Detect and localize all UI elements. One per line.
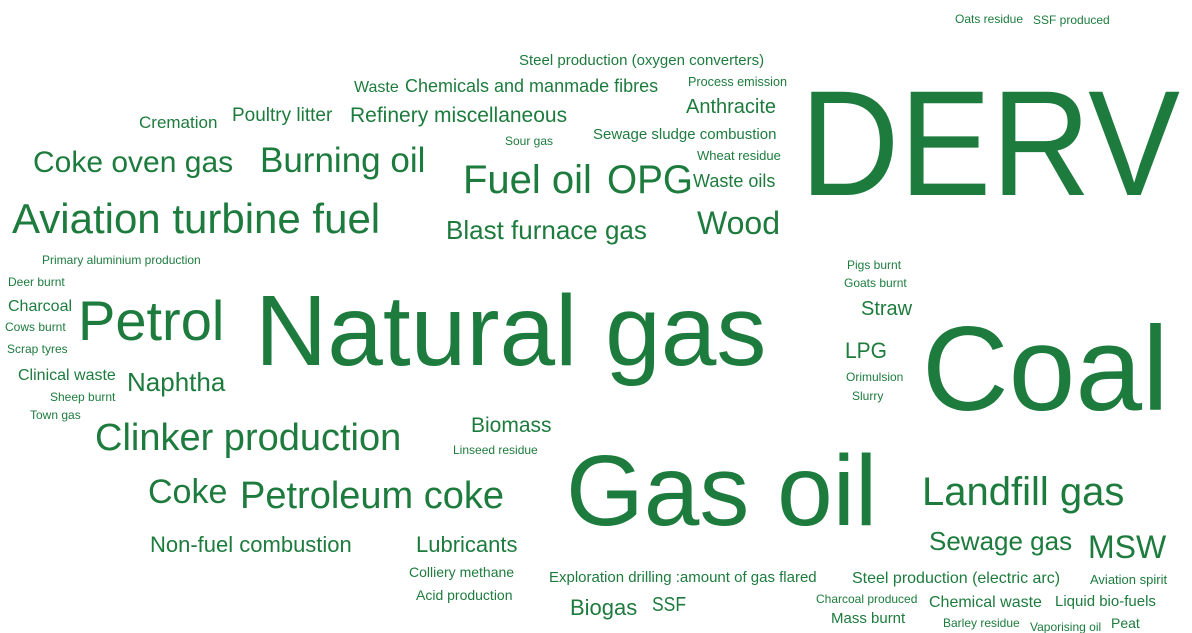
word: Refinery miscellaneous — [350, 104, 567, 127]
word: Anthracite — [686, 96, 776, 118]
word: Charcoal produced — [816, 592, 917, 606]
word: Coke oven gas — [33, 146, 233, 179]
word: Fuel oil — [463, 158, 592, 202]
word: Orimulsion — [846, 370, 903, 384]
word: Goats burnt — [844, 276, 907, 290]
word: Aviation spirit — [1090, 572, 1167, 587]
word: Liquid bio-fuels — [1055, 593, 1156, 610]
word: LPG — [845, 338, 887, 363]
word: Poultry litter — [232, 105, 333, 126]
word: Waste oils — [693, 171, 775, 191]
word: Biogas — [570, 595, 637, 620]
word: Steel production (oxygen converters) — [519, 52, 764, 69]
word: Deer burnt — [8, 275, 65, 289]
word: Blast furnace gas — [446, 215, 647, 245]
word: Exploration drilling :amount of gas flar… — [549, 569, 817, 586]
word: Biomass — [471, 414, 552, 437]
word: Cremation — [139, 113, 217, 132]
word: Vaporising oil — [1030, 620, 1101, 633]
word: Slurry — [852, 389, 883, 403]
word: OPG — [607, 158, 693, 202]
word: Sheep burnt — [50, 390, 116, 404]
word: Colliery methane — [409, 564, 514, 580]
word: Chemicals and manmade fibres — [405, 76, 658, 96]
word: Process emission — [688, 74, 787, 89]
word: Barley residue — [943, 616, 1020, 630]
word: Petroleum coke — [240, 475, 504, 517]
word: Naphtha — [127, 367, 226, 397]
word: Clinical waste — [18, 367, 116, 384]
word: Coke — [148, 473, 227, 511]
word: Cows burnt — [5, 320, 66, 334]
word: SSF — [652, 594, 686, 616]
word: Town gas — [30, 408, 81, 422]
word: Straw — [861, 298, 913, 320]
word: Wood — [697, 205, 780, 241]
word: Waste — [354, 79, 399, 96]
word: Oats residue — [955, 12, 1023, 26]
word: MSW — [1088, 529, 1167, 565]
word: Peat — [1111, 615, 1140, 631]
word: Sewage sludge combustion — [593, 126, 776, 143]
word: SSF produced — [1033, 13, 1110, 27]
word: Mass burnt — [831, 610, 906, 627]
word: Linseed residue — [453, 443, 538, 457]
word: Clinker production — [95, 417, 401, 459]
word: Scrap tyres — [7, 342, 68, 356]
word: DERV — [800, 59, 1180, 227]
word: Wheat residue — [697, 148, 781, 163]
word: Chemical waste — [929, 594, 1042, 611]
word: Natural gas — [255, 275, 766, 387]
word: Charcoal — [8, 298, 72, 315]
word: Aviation turbine fuel — [12, 195, 380, 242]
word: Sewage gas — [929, 526, 1072, 556]
word: Lubricants — [416, 532, 518, 557]
word: Petrol — [78, 289, 224, 352]
word: Burning oil — [260, 141, 425, 180]
word: Gas oil — [566, 435, 877, 547]
word: Sour gas — [505, 134, 553, 148]
word: Pigs burnt — [847, 258, 902, 272]
word: Non-fuel combustion — [150, 532, 352, 557]
word: Landfill gas — [922, 470, 1124, 514]
word: Acid production — [416, 587, 513, 603]
word: Primary aluminium production — [42, 253, 201, 267]
word: Steel production (electric arc) — [852, 570, 1060, 587]
word: Coal — [922, 302, 1169, 436]
